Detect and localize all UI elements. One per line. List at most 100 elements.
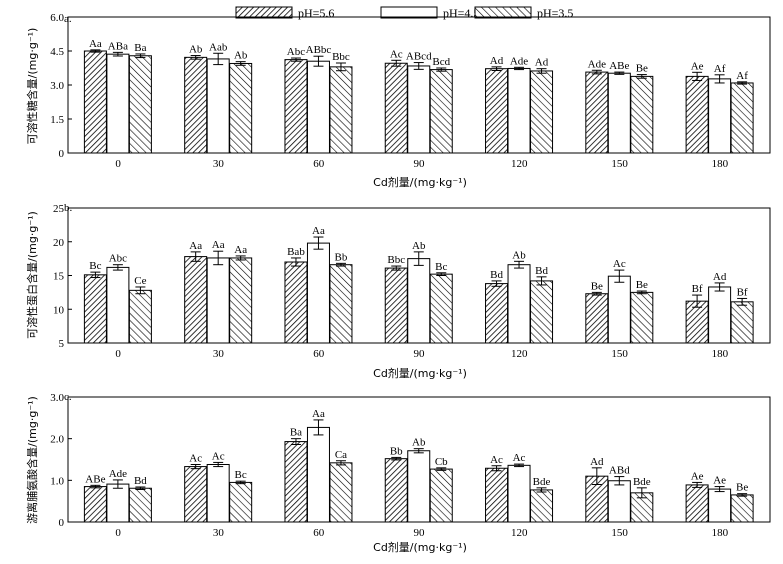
legend-label-ph45: pH=4.5 xyxy=(443,6,479,20)
bar-ph35 xyxy=(329,66,353,154)
bar-ph56 xyxy=(384,458,408,523)
significance-label: Be xyxy=(736,482,748,494)
significance-label: Aa xyxy=(212,239,225,251)
significance-label: Ca xyxy=(335,449,347,461)
bar-ph35 xyxy=(128,289,152,344)
chart-panel-a: 可溶性糖含量/(mg·g⁻¹) a. Cd剂量/(mg·kg⁻¹) 01.53.… xyxy=(25,12,771,189)
bar-ph45 xyxy=(507,264,531,344)
significance-label: Ab xyxy=(412,240,426,252)
legend-swatch-ph56 xyxy=(235,6,293,19)
bar-ph45 xyxy=(407,65,431,154)
bar-ph45 xyxy=(708,488,732,523)
legend: pH=5.6 pH=4.5 pH=3.5 xyxy=(235,6,573,20)
y-tick-label: 2.0 xyxy=(50,434,64,446)
significance-label: Bc xyxy=(235,469,247,481)
bar-ph56 xyxy=(83,50,107,154)
x-tick-label: 180 xyxy=(712,527,729,539)
x-tick-label: 90 xyxy=(414,527,426,539)
bar-ph56 xyxy=(184,466,208,523)
x-tick-label: 120 xyxy=(511,158,528,170)
bar-ph45 xyxy=(106,483,130,523)
bar-ph45 xyxy=(708,286,732,344)
x-tick-label: 0 xyxy=(115,158,121,170)
x-tick-label: 60 xyxy=(313,158,325,170)
bar-ph45 xyxy=(106,266,130,344)
x-tick-label: 180 xyxy=(712,348,729,360)
bar-ph56 xyxy=(83,274,107,344)
significance-label: Ad xyxy=(535,57,549,69)
x-tick-label: 30 xyxy=(213,158,225,170)
x-tick-label: 30 xyxy=(213,527,225,539)
significance-label: Ab xyxy=(234,50,248,62)
significance-label: Ade xyxy=(109,468,127,480)
significance-label: Aa xyxy=(189,240,202,252)
bar-ph35 xyxy=(530,489,554,523)
y-tick-label: 1.0 xyxy=(50,475,64,487)
bar-ph56 xyxy=(284,441,308,523)
significance-label: Ac xyxy=(613,258,626,270)
bar-ph35 xyxy=(630,291,654,344)
bar-ph45 xyxy=(306,426,330,523)
bar-ph35 xyxy=(128,487,152,523)
significance-label: Aa xyxy=(312,225,325,237)
significance-label: Bd xyxy=(134,475,147,487)
significance-label: Be xyxy=(636,279,648,291)
significance-label: Ade xyxy=(510,55,528,67)
x-tick-label: 30 xyxy=(213,348,225,360)
bar-ph45 xyxy=(306,60,330,154)
bar-ph35 xyxy=(730,82,754,154)
bar-ph56 xyxy=(685,75,709,154)
y-tick-label: 20 xyxy=(53,237,65,249)
y-tick-label: 1.5 xyxy=(50,114,64,126)
y-tick-label: 25 xyxy=(53,203,65,215)
y-tick-label: 10 xyxy=(53,304,65,316)
x-tick-label: 60 xyxy=(313,348,325,360)
significance-label: ABcd xyxy=(406,51,432,63)
x-tick-label: 150 xyxy=(611,158,628,170)
significance-label: Ac xyxy=(189,453,202,465)
significance-label: Af xyxy=(736,70,748,82)
significance-label: Bde xyxy=(533,476,551,488)
significance-label: Ab xyxy=(189,44,203,56)
bar-ph35 xyxy=(730,301,754,344)
significance-label: Ae xyxy=(713,475,726,487)
significance-label: Ad xyxy=(713,271,727,283)
significance-label: Bc xyxy=(435,261,447,273)
bar-ph35 xyxy=(429,273,453,344)
significance-label: Bb xyxy=(390,445,403,457)
significance-label: Bde xyxy=(633,476,651,488)
bar-ph45 xyxy=(407,258,431,344)
significance-label: Ba xyxy=(134,42,146,54)
bar-ph45 xyxy=(507,67,531,154)
bar-ph56 xyxy=(384,62,408,154)
significance-label: Bf xyxy=(737,286,748,298)
y-tick-label: 0 xyxy=(59,517,65,529)
significance-label: Bf xyxy=(692,283,703,295)
significance-label: Bc xyxy=(89,260,101,272)
significance-label: Abc xyxy=(109,253,127,265)
significance-label: Cb xyxy=(435,456,448,468)
x-axis-label: Cd剂量/(mg·kg⁻¹) xyxy=(373,540,467,554)
legend-swatch-ph35 xyxy=(474,6,532,19)
x-tick-label: 150 xyxy=(611,348,628,360)
significance-label: Bbc xyxy=(387,254,405,266)
bar-ph35 xyxy=(329,264,353,344)
bar-ph56 xyxy=(585,293,609,344)
significance-label: Ac xyxy=(390,48,403,60)
bar-ph35 xyxy=(630,75,654,154)
bar-ph56 xyxy=(384,267,408,344)
bar-ph35 xyxy=(229,62,253,154)
bar-ph45 xyxy=(206,58,230,154)
significance-label: Bab xyxy=(287,246,305,258)
bar-ph56 xyxy=(284,261,308,344)
bar-ph56 xyxy=(184,256,208,344)
significance-label: ABbc xyxy=(306,44,332,56)
significance-label: Be xyxy=(636,63,648,75)
bar-ph45 xyxy=(407,450,431,523)
x-tick-label: 120 xyxy=(511,348,528,360)
bar-ph45 xyxy=(708,78,732,154)
y-axis-label: 游离脯氨酸含量/(mg·g⁻¹) xyxy=(25,396,39,524)
significance-label: Be xyxy=(591,280,603,292)
significance-label: Aab xyxy=(209,41,228,53)
bar-ph56 xyxy=(485,467,509,523)
